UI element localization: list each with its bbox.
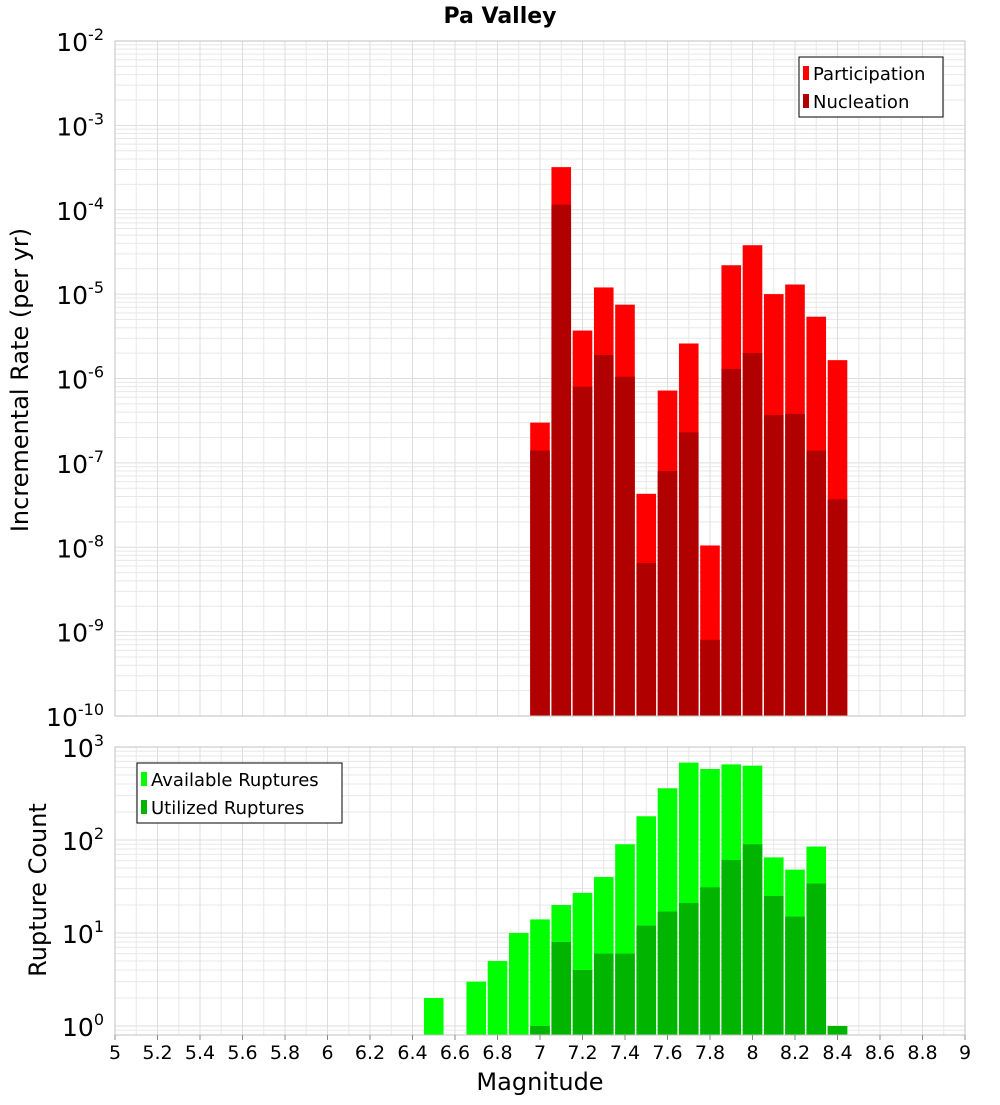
bottom-legend-box	[136, 762, 343, 824]
bottom-panel-plot-area: 103 102 101 100 Available Ruptures Utilized R…	[62, 731, 971, 1064]
x-tick-label: 5	[109, 1042, 121, 1064]
bottom-bar-available	[423, 997, 444, 1035]
bottom-y-tick-label: 102	[62, 824, 104, 856]
x-tick-label: 8.4	[822, 1042, 852, 1064]
top-bar-nucleation	[721, 368, 742, 716]
bottom-y-tick-label: 100	[62, 1010, 104, 1042]
top-y-tick-label: 10-8	[56, 531, 104, 563]
x-tick-label: 5.6	[227, 1042, 257, 1064]
bottom-bar-utilized	[721, 859, 742, 1035]
top-bar-nucleation	[785, 413, 805, 716]
top-bar-nucleation	[806, 450, 827, 716]
bottom-bar-utilized	[827, 1025, 848, 1035]
x-tick-label: 6.4	[397, 1042, 427, 1064]
x-tick-label: 9	[959, 1042, 971, 1064]
bottom-y-axis-label: Rupture Count	[24, 803, 52, 977]
top-bar-nucleation	[657, 471, 678, 716]
bottom-bar-utilized	[636, 925, 657, 1035]
x-tick-label: 7.2	[567, 1042, 597, 1064]
top-bar-nucleation	[678, 432, 699, 716]
top-y-axis-label: Incremental Rate (per yr)	[6, 228, 34, 532]
top-legend-swatch	[803, 94, 809, 108]
top-y-tick-label: 10-6	[56, 363, 104, 395]
x-tick-label: 7.4	[610, 1042, 640, 1064]
top-y-tick-label: 10-2	[56, 25, 104, 57]
x-tick-label: 5.8	[270, 1042, 300, 1064]
x-tick-label: 7	[534, 1042, 546, 1064]
x-tick-label: 8.2	[780, 1042, 810, 1064]
top-y-tick-label: 10-9	[56, 616, 104, 648]
bottom-bar-available	[487, 960, 508, 1035]
bottom-legend-swatch	[141, 800, 147, 814]
bottom-bar-utilized	[700, 887, 720, 1035]
bottom-bar-utilized	[572, 969, 593, 1035]
x-tick-label: 5.2	[142, 1042, 172, 1064]
x-tick-label: 6.6	[440, 1042, 470, 1064]
x-tick-label: 6	[321, 1042, 333, 1064]
bottom-bar-utilized	[593, 953, 614, 1035]
top-bar-nucleation	[827, 499, 848, 716]
bottom-bar-utilized	[678, 903, 699, 1035]
bottom-y-tick-label: 101	[62, 917, 104, 949]
top-legend: Participation Nucleation	[798, 56, 944, 118]
bottom-legend-label: Available Ruptures	[151, 770, 319, 791]
bottom-bar-utilized	[742, 844, 763, 1035]
x-tick-label: 7.8	[695, 1042, 725, 1064]
x-tick-label: 6.2	[355, 1042, 385, 1064]
x-tick-label: 8.8	[907, 1042, 937, 1064]
top-panel-plot-area: 10-2 10-3 10-4 10-5 10-6 10-7 10-8 10-9 10-10 Par…	[46, 25, 966, 732]
top-y-tick-label: 10-4	[56, 194, 104, 226]
chart-title: Pa Valley	[443, 4, 556, 29]
top-legend-label: Nucleation	[813, 92, 909, 113]
bottom-bar-utilized	[785, 916, 805, 1035]
bottom-bar-utilized	[551, 942, 572, 1035]
top-bar-nucleation	[551, 204, 572, 717]
top-bar-nucleation	[572, 386, 593, 716]
top-bar-nucleation	[763, 414, 784, 716]
top-legend-swatch	[803, 66, 809, 80]
bottom-bar-utilized	[806, 883, 827, 1035]
x-tick-labels: 5 5.2 5.4 5.6 5.8 6 6.2 6.4 6.6 6.8 7 7.2 7.4 7.6 7.8 8…	[109, 1035, 971, 1064]
bottom-legend-label: Utilized Ruptures	[151, 798, 304, 819]
x-tick-label: 8.6	[865, 1042, 895, 1064]
bottom-series-2	[530, 844, 848, 1035]
bottom-legend: Available Ruptures Utilized Ruptures	[136, 762, 343, 824]
top-y-tick-label: 10-3	[56, 109, 104, 141]
bottom-bar-available	[466, 981, 487, 1035]
top-series-2	[530, 204, 848, 717]
x-tick-label: 8	[746, 1042, 758, 1064]
top-bar-nucleation	[742, 353, 763, 716]
top-y-tick-label: 10-5	[56, 278, 104, 310]
top-bar-nucleation	[615, 376, 635, 716]
bottom-y-tick-label: 103	[62, 731, 104, 763]
top-bar-nucleation	[636, 563, 657, 716]
top-y-tick-label: 10-7	[56, 447, 104, 479]
top-legend-label: Participation	[813, 64, 925, 85]
top-bar-nucleation	[700, 639, 720, 716]
top-bar-nucleation	[530, 450, 550, 716]
bottom-bar-available	[508, 932, 529, 1035]
bottom-bar-utilized	[657, 911, 678, 1035]
x-axis-label: Magnitude	[476, 1068, 603, 1096]
bottom-legend-swatch	[141, 772, 147, 786]
top-y-tick-label: 10-10	[46, 700, 104, 732]
x-tick-label: 6.8	[482, 1042, 512, 1064]
x-tick-label: 7.6	[652, 1042, 682, 1064]
x-tick-label: 5.4	[185, 1042, 215, 1064]
bottom-bar-available	[530, 919, 550, 1035]
top-plot-frame	[114, 40, 966, 717]
top-legend-box	[798, 56, 944, 118]
top-bar-nucleation	[593, 354, 614, 716]
bottom-bar-utilized	[530, 1025, 550, 1035]
bottom-bar-utilized	[615, 953, 635, 1035]
bottom-bar-utilized	[763, 895, 784, 1035]
